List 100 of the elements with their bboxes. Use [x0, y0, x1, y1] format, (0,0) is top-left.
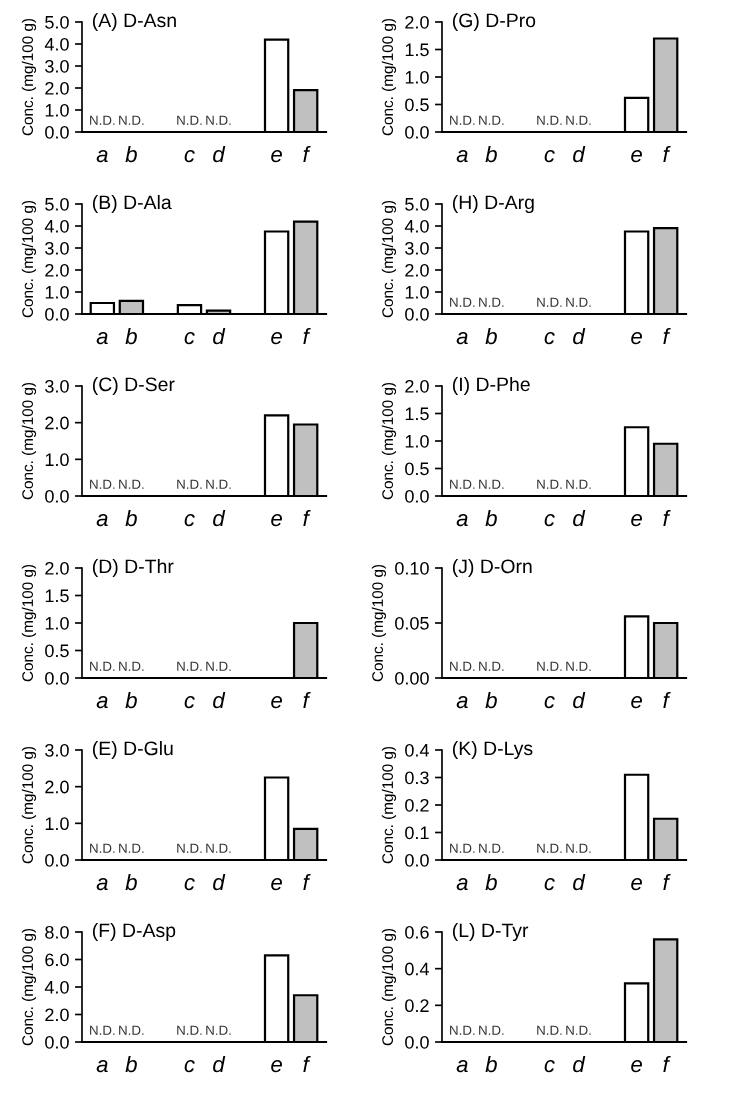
x-tick-label: c [544, 150, 555, 163]
y-tick-label: 0.0 [45, 307, 69, 321]
chart-title: (J) D-Orn [452, 558, 532, 578]
y-tick-label: 5.0 [405, 197, 429, 211]
x-tick-label: e [271, 150, 282, 163]
x-tick-label: f [663, 1055, 671, 1072]
y-tick-label: 0.0 [45, 125, 69, 139]
x-tick-label: b [125, 145, 137, 163]
x-tick-label: d [213, 873, 226, 891]
y-tick-label: 1.5 [405, 43, 429, 57]
x-tick-label: d [213, 691, 226, 709]
y-tick-label: 0.0 [45, 489, 69, 503]
x-tick-label: f [663, 691, 671, 708]
x-tick-label: f [303, 145, 311, 162]
x-tick-label: b [485, 873, 497, 891]
y-tick-label: 2.0 [45, 263, 69, 277]
y-tick-label: 0.10 [395, 561, 429, 575]
x-tick-label: a [456, 332, 468, 345]
x-tick-label: e [271, 878, 282, 891]
x-tick-label: e [631, 514, 642, 527]
x-tick-label: a [96, 878, 108, 891]
y-tick-label: 1.5 [405, 407, 429, 421]
chart-title: (B) D-Ala [92, 194, 172, 214]
x-tick-label: c [184, 332, 195, 345]
x-tick-label: c [544, 514, 555, 527]
x-tick-label: f [663, 509, 671, 526]
x-tick-label: b [125, 873, 137, 891]
x-tick-label: a [456, 878, 468, 891]
y-tick-label: 1.0 [405, 70, 429, 84]
y-tick-label: 3.0 [405, 241, 429, 255]
x-tick-label: c [184, 514, 195, 527]
x-tick-label: b [125, 1055, 137, 1073]
x-tick-label: b [125, 327, 137, 345]
chart-title: (I) D-Phe [452, 376, 530, 396]
x-tick-label: a [96, 514, 108, 527]
chart-title: (L) D-Tyr [452, 922, 529, 942]
y-tick-label: 0.0 [45, 853, 69, 867]
x-tick-label: c [544, 332, 555, 345]
x-tick-label: a [456, 696, 468, 709]
x-tick-label: e [631, 332, 642, 345]
y-tick-label: 0.4 [405, 962, 429, 976]
chart-title: (A) D-Asn [92, 12, 176, 32]
x-tick-label: e [631, 878, 642, 891]
y-tick-label: 2.0 [45, 1008, 69, 1022]
x-tick-label: e [631, 696, 642, 709]
y-tick-label: 2.0 [45, 780, 69, 794]
y-tick-label: 0.0 [405, 125, 429, 139]
y-tick-label: 4.0 [44, 219, 69, 233]
x-tick-label: d [213, 327, 226, 345]
x-tick-label: d [213, 1055, 226, 1073]
x-tick-label: c [184, 696, 195, 709]
x-tick-label: c [184, 150, 195, 163]
x-tick-label: c [544, 696, 555, 709]
x-tick-label: e [271, 696, 282, 709]
y-tick-label: 2.0 [405, 379, 429, 393]
x-tick-label: e [271, 514, 282, 527]
x-tick-label: a [96, 1060, 108, 1073]
y-tick-label: 1.0 [45, 616, 69, 630]
x-tick-label: f [303, 873, 311, 890]
chart-title: (F) D-Asp [92, 922, 176, 942]
x-tick-label: a [456, 150, 468, 163]
x-tick-label: b [485, 145, 497, 163]
x-tick-label: c [544, 1060, 555, 1073]
chart-title: (D) D-Thr [92, 558, 174, 578]
y-tick-label: 2.0 [45, 81, 69, 95]
y-tick-label: 4.0 [44, 980, 69, 994]
chart-title: (E) D-Glu [92, 740, 173, 760]
x-tick-label: d [573, 691, 586, 709]
y-tick-label: 4.0 [404, 219, 429, 233]
y-tick-label: 0.05 [395, 616, 429, 630]
y-tick-label: 1.0 [45, 103, 69, 117]
y-tick-label: 1.0 [45, 285, 69, 299]
x-tick-label: f [663, 873, 671, 890]
x-tick-label: f [303, 327, 311, 344]
y-tick-label: 0.2 [405, 999, 429, 1013]
y-tick-label: 6.0 [45, 953, 69, 967]
y-tick-label: 1.0 [45, 453, 69, 467]
y-tick-label: 3.0 [45, 743, 69, 757]
x-tick-label: a [96, 696, 108, 709]
chart-title: (G) D-Pro [452, 12, 536, 32]
y-tick-label: 0.5 [405, 98, 429, 112]
x-tick-label: d [213, 145, 226, 163]
x-tick-label: a [96, 332, 108, 345]
x-tick-label: b [485, 509, 497, 527]
y-tick-label: 3.0 [45, 59, 69, 73]
x-tick-label: f [663, 145, 671, 162]
y-tick-label: 2.0 [45, 561, 69, 575]
y-tick-label: 5.0 [45, 15, 69, 29]
x-tick-label: f [303, 1055, 311, 1072]
y-tick-label: 2.0 [45, 416, 69, 430]
chart-title: (K) D-Lys [452, 740, 533, 760]
x-tick-label: a [96, 150, 108, 163]
y-tick-label: 0.6 [405, 925, 429, 939]
y-tick-label: 0.3 [405, 771, 429, 785]
x-tick-label: e [631, 1060, 642, 1073]
y-tick-label: 1.5 [45, 589, 69, 603]
y-tick-label: 0.0 [405, 853, 429, 867]
y-tick-label: 0.5 [405, 462, 429, 476]
x-tick-label: b [125, 509, 137, 527]
chart-title: (H) D-Arg [452, 194, 534, 214]
